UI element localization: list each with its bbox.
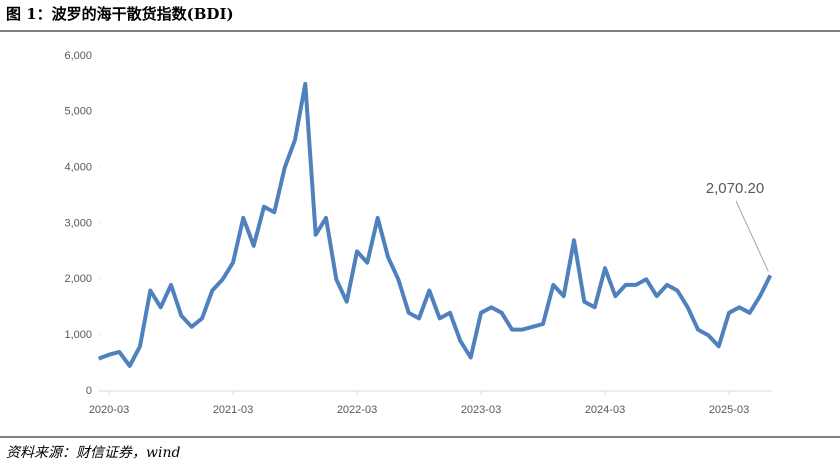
chart-title: 图 1：波罗的海干散货指数(BDI) <box>6 5 234 23</box>
x-tick-label: 2021-03 <box>213 404 253 416</box>
y-tick-label: 2,000 <box>64 273 92 285</box>
x-tick-label: 2024-03 <box>585 404 625 416</box>
y-tick-label: 5,000 <box>64 106 92 118</box>
y-tick-label: 4,000 <box>64 162 92 174</box>
y-tick-label: 0 <box>86 385 92 397</box>
annotation-leader <box>735 200 769 272</box>
y-tick-label: 6,000 <box>64 50 92 62</box>
x-tick-label: 2022-03 <box>337 404 377 416</box>
x-tick-label: 2023-03 <box>461 404 501 416</box>
annotation: 2,070.20 <box>706 180 764 197</box>
source: 资料来源：财信证券，wind <box>6 445 180 461</box>
series-line <box>97 81 773 368</box>
x-tick-label: 2020-03 <box>89 404 129 416</box>
x-tick-label: 2025-03 <box>709 404 749 416</box>
y-tick-label: 3,000 <box>64 217 92 229</box>
y-tick-label: 1,000 <box>64 329 92 341</box>
